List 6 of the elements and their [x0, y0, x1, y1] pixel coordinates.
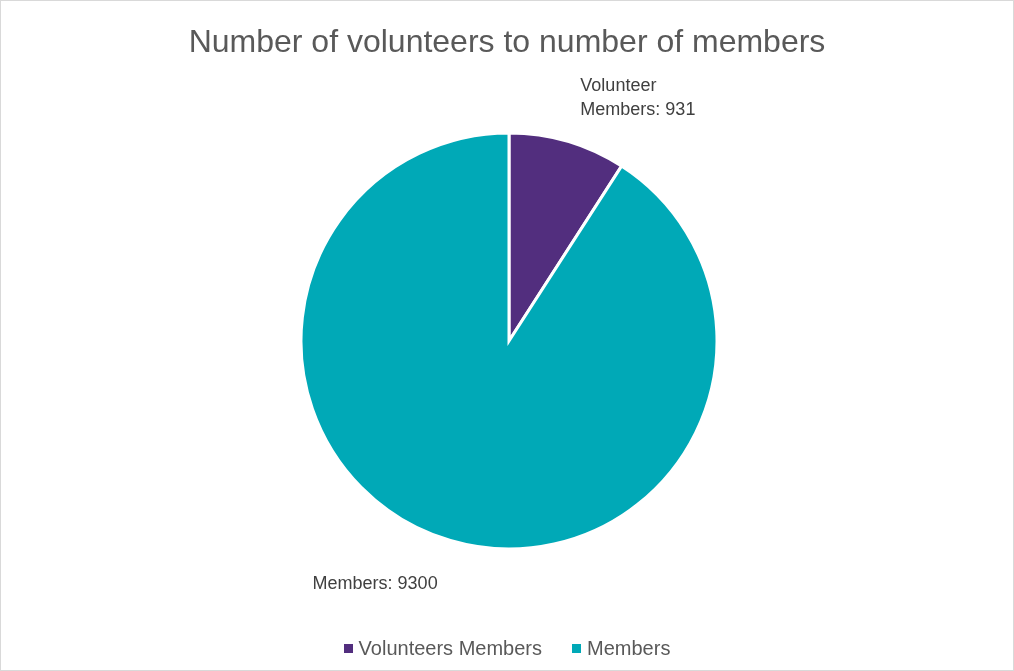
legend-label: Volunteers Members: [358, 637, 543, 660]
data-label: Members: 9300: [312, 572, 438, 593]
chart-title: Number of volunteers to number of members: [187, 23, 827, 61]
legend-label: Members: [587, 637, 671, 660]
data-label: Volunteer Members: 931: [580, 75, 696, 120]
pie-slice: [299, 131, 719, 551]
